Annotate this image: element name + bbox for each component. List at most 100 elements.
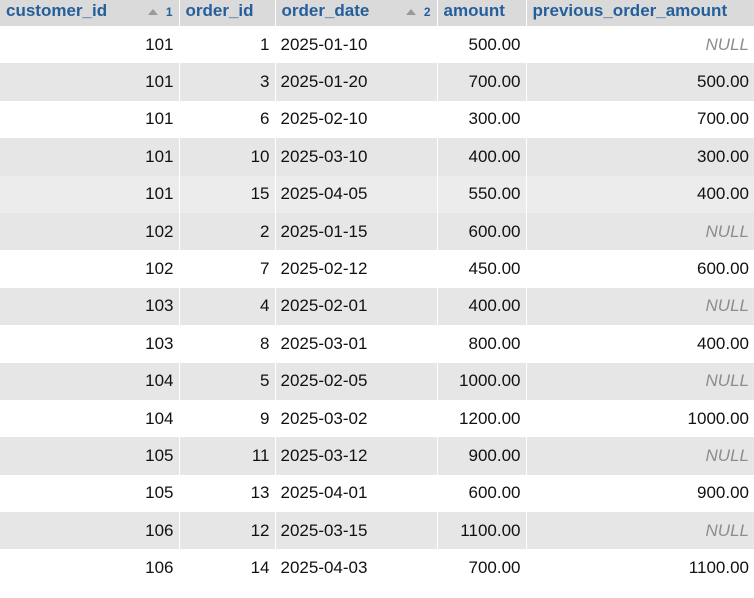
cell-previous-order-amount[interactable]: 900.00: [526, 474, 754, 513]
cell-amount[interactable]: 400.00: [437, 138, 527, 176]
cell-customer-id[interactable]: 104: [0, 362, 180, 400]
cell-order-date[interactable]: 2025-01-15: [275, 212, 438, 251]
cell-previous-order-amount[interactable]: 700.00: [526, 100, 754, 139]
cell-order-id[interactable]: 14: [179, 549, 276, 587]
table-row[interactable]: 102 2 2025-01-15 600.00 NULL: [0, 212, 754, 251]
cell-previous-order-amount[interactable]: NULL: [526, 287, 754, 326]
cell-amount[interactable]: 700.00: [437, 549, 527, 587]
table-row[interactable]: 101 1 2025-01-10 500.00 NULL: [0, 26, 754, 64]
column-header-order-date[interactable]: order_date 2: [275, 0, 438, 26]
table-row[interactable]: 102 7 2025-02-12 450.00 600.00: [0, 250, 754, 288]
cell-customer-id[interactable]: 106: [0, 512, 180, 550]
cell-amount[interactable]: 1200.00: [437, 399, 527, 438]
table-row[interactable]: 101 6 2025-02-10 300.00 700.00: [0, 100, 754, 139]
cell-customer-id[interactable]: 101: [0, 26, 180, 64]
cell-amount[interactable]: 700.00: [437, 63, 527, 101]
cell-customer-id[interactable]: 106: [0, 549, 180, 587]
cell-order-id[interactable]: 6: [179, 100, 276, 139]
cell-previous-order-amount[interactable]: NULL: [526, 212, 754, 251]
cell-order-date[interactable]: 2025-01-10: [275, 26, 438, 64]
cell-customer-id[interactable]: 104: [0, 399, 180, 438]
cell-order-date[interactable]: 2025-03-10: [275, 138, 438, 176]
cell-order-date[interactable]: 2025-04-01: [275, 474, 438, 513]
table-row[interactable]: 101 10 2025-03-10 400.00 300.00: [0, 138, 754, 176]
cell-amount[interactable]: 1000.00: [437, 362, 527, 400]
table-row[interactable]: 106 12 2025-03-15 1100.00 NULL: [0, 512, 754, 550]
column-header-link[interactable]: order_id: [185, 1, 254, 20]
table-row[interactable]: 104 9 2025-03-02 1200.00 1000.00: [0, 399, 754, 438]
cell-amount[interactable]: 900.00: [437, 437, 527, 475]
column-header-link[interactable]: previous_order_amount: [532, 1, 728, 20]
cell-order-date[interactable]: 2025-02-05: [275, 362, 438, 400]
table-row[interactable]: 105 11 2025-03-12 900.00 NULL: [0, 437, 754, 475]
cell-order-date[interactable]: 2025-02-01: [275, 287, 438, 326]
column-header-link[interactable]: order_date: [281, 1, 370, 20]
cell-customer-id[interactable]: 101: [0, 100, 180, 139]
table-row[interactable]: 101 3 2025-01-20 700.00 500.00: [0, 63, 754, 101]
cell-amount[interactable]: 400.00: [437, 287, 527, 326]
cell-order-date[interactable]: 2025-03-02: [275, 399, 438, 438]
cell-order-date[interactable]: 2025-01-20: [275, 63, 438, 101]
cell-order-date[interactable]: 2025-03-01: [275, 325, 438, 363]
cell-order-date[interactable]: 2025-03-12: [275, 437, 438, 475]
cell-customer-id[interactable]: 103: [0, 287, 180, 326]
cell-previous-order-amount[interactable]: NULL: [526, 362, 754, 400]
cell-previous-order-amount[interactable]: 1000.00: [526, 399, 754, 438]
cell-order-date[interactable]: 2025-03-15: [275, 512, 438, 550]
cell-order-date[interactable]: 2025-04-05: [275, 175, 438, 213]
table-row[interactable]: 105 13 2025-04-01 600.00 900.00: [0, 474, 754, 513]
cell-customer-id[interactable]: 101: [0, 138, 180, 176]
table-row[interactable]: 104 5 2025-02-05 1000.00 NULL: [0, 362, 754, 400]
cell-order-id[interactable]: 1: [179, 26, 276, 64]
table-row[interactable]: 103 8 2025-03-01 800.00 400.00: [0, 325, 754, 363]
cell-previous-order-amount[interactable]: 300.00: [526, 138, 754, 176]
cell-previous-order-amount[interactable]: NULL: [526, 437, 754, 475]
cell-order-id[interactable]: 11: [179, 437, 276, 475]
cell-customer-id[interactable]: 102: [0, 250, 180, 288]
cell-order-id[interactable]: 8: [179, 325, 276, 363]
column-header-link[interactable]: customer_id: [6, 1, 108, 20]
cell-order-id[interactable]: 9: [179, 399, 276, 438]
column-header-order-id[interactable]: order_id: [179, 0, 276, 26]
sort-indicator[interactable]: 2: [405, 5, 431, 19]
column-header-previous-order-amount[interactable]: previous_order_amount: [526, 0, 754, 26]
cell-previous-order-amount[interactable]: 500.00: [526, 63, 754, 101]
cell-amount[interactable]: 550.00: [437, 175, 527, 213]
cell-order-id[interactable]: 15: [179, 175, 276, 213]
column-header-amount[interactable]: amount: [437, 0, 527, 26]
cell-order-id[interactable]: 3: [179, 63, 276, 101]
cell-previous-order-amount[interactable]: 400.00: [526, 325, 754, 363]
cell-order-date[interactable]: 2025-02-12: [275, 250, 438, 288]
table-row[interactable]: 106 14 2025-04-03 700.00 1100.00: [0, 549, 754, 587]
cell-previous-order-amount[interactable]: 1100.00: [526, 549, 754, 587]
cell-order-id[interactable]: 7: [179, 250, 276, 288]
cell-customer-id[interactable]: 101: [0, 175, 180, 213]
cell-customer-id[interactable]: 101: [0, 63, 180, 101]
cell-amount[interactable]: 300.00: [437, 100, 527, 139]
cell-order-id[interactable]: 12: [179, 512, 276, 550]
cell-amount[interactable]: 600.00: [437, 212, 527, 251]
cell-order-date[interactable]: 2025-02-10: [275, 100, 438, 139]
sort-indicator[interactable]: 1: [147, 5, 173, 19]
cell-order-date[interactable]: 2025-04-03: [275, 549, 438, 587]
column-header-customer-id[interactable]: customer_id 1: [0, 0, 180, 26]
cell-order-id[interactable]: 10: [179, 138, 276, 176]
cell-customer-id[interactable]: 105: [0, 437, 180, 475]
cell-order-id[interactable]: 2: [179, 212, 276, 251]
cell-customer-id[interactable]: 102: [0, 212, 180, 251]
cell-order-id[interactable]: 4: [179, 287, 276, 326]
cell-order-id[interactable]: 5: [179, 362, 276, 400]
cell-customer-id[interactable]: 105: [0, 474, 180, 513]
cell-amount[interactable]: 450.00: [437, 250, 527, 288]
cell-previous-order-amount[interactable]: 400.00: [526, 175, 754, 213]
cell-previous-order-amount[interactable]: NULL: [526, 512, 754, 550]
cell-amount[interactable]: 800.00: [437, 325, 527, 363]
cell-previous-order-amount[interactable]: 600.00: [526, 250, 754, 288]
cell-amount[interactable]: 500.00: [437, 26, 527, 64]
cell-amount[interactable]: 600.00: [437, 474, 527, 513]
table-row[interactable]: 101 15 2025-04-05 550.00 400.00: [0, 175, 754, 213]
cell-order-id[interactable]: 13: [179, 474, 276, 513]
column-header-link[interactable]: amount: [443, 1, 505, 20]
cell-customer-id[interactable]: 103: [0, 325, 180, 363]
table-row[interactable]: 103 4 2025-02-01 400.00 NULL: [0, 287, 754, 326]
